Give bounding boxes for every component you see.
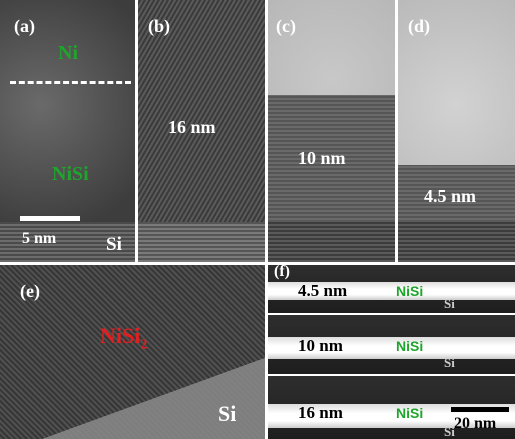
- panel-d: (d) 4.5 nm: [398, 0, 515, 262]
- panel-label: (a): [14, 16, 35, 37]
- scale-bar: [20, 216, 80, 221]
- layer-label: NiSi: [396, 338, 423, 354]
- layer-label: NiSi: [396, 405, 423, 421]
- panel-label: (c): [276, 16, 296, 37]
- scale-label: 5 nm: [22, 230, 56, 248]
- substrate: [398, 220, 515, 262]
- figure: (a) Ni NiSi 5 nm Si (b) 16 nm (c) 10 nm …: [0, 0, 515, 439]
- panel-e: (e) NiSi2 Si: [0, 265, 265, 439]
- subscript: 2: [140, 337, 147, 352]
- panel-label: (f): [274, 265, 290, 281]
- strip: 4.5 nm NiSi Si: [268, 265, 515, 313]
- substrate-label: Si: [444, 296, 455, 312]
- formula: NiSi: [100, 323, 140, 348]
- panel-b: (b) 16 nm: [138, 0, 265, 262]
- substrate-label: Si: [218, 401, 236, 427]
- scale-bar: [451, 407, 509, 412]
- substrate: [268, 220, 395, 262]
- panel-label: (e): [20, 281, 40, 302]
- layer-label: Ni: [58, 42, 78, 65]
- thickness-label: 4.5 nm: [424, 186, 476, 207]
- interface-line: [10, 81, 131, 84]
- thickness-label: 10 nm: [298, 336, 343, 356]
- layer-label: NiSi2: [100, 323, 147, 353]
- thickness-label: 10 nm: [298, 148, 346, 169]
- strip: 10 nm NiSi Si: [268, 315, 515, 374]
- layer-label: NiSi: [52, 163, 89, 186]
- substrate-label: Si: [444, 355, 455, 371]
- substrate-label: Si: [106, 234, 122, 256]
- panel-c: (c) 10 nm: [268, 0, 395, 262]
- thickness-label: 16 nm: [298, 403, 343, 423]
- thickness-label: 4.5 nm: [298, 281, 347, 301]
- substrate: [138, 222, 265, 262]
- panel-label: (d): [408, 16, 430, 37]
- panel-a: (a) Ni NiSi 5 nm Si: [0, 0, 135, 262]
- thickness-label: 16 nm: [168, 117, 216, 138]
- scale-label: 20 nm: [454, 415, 496, 433]
- layer-label: NiSi: [396, 283, 423, 299]
- panel-label: (b): [148, 16, 170, 37]
